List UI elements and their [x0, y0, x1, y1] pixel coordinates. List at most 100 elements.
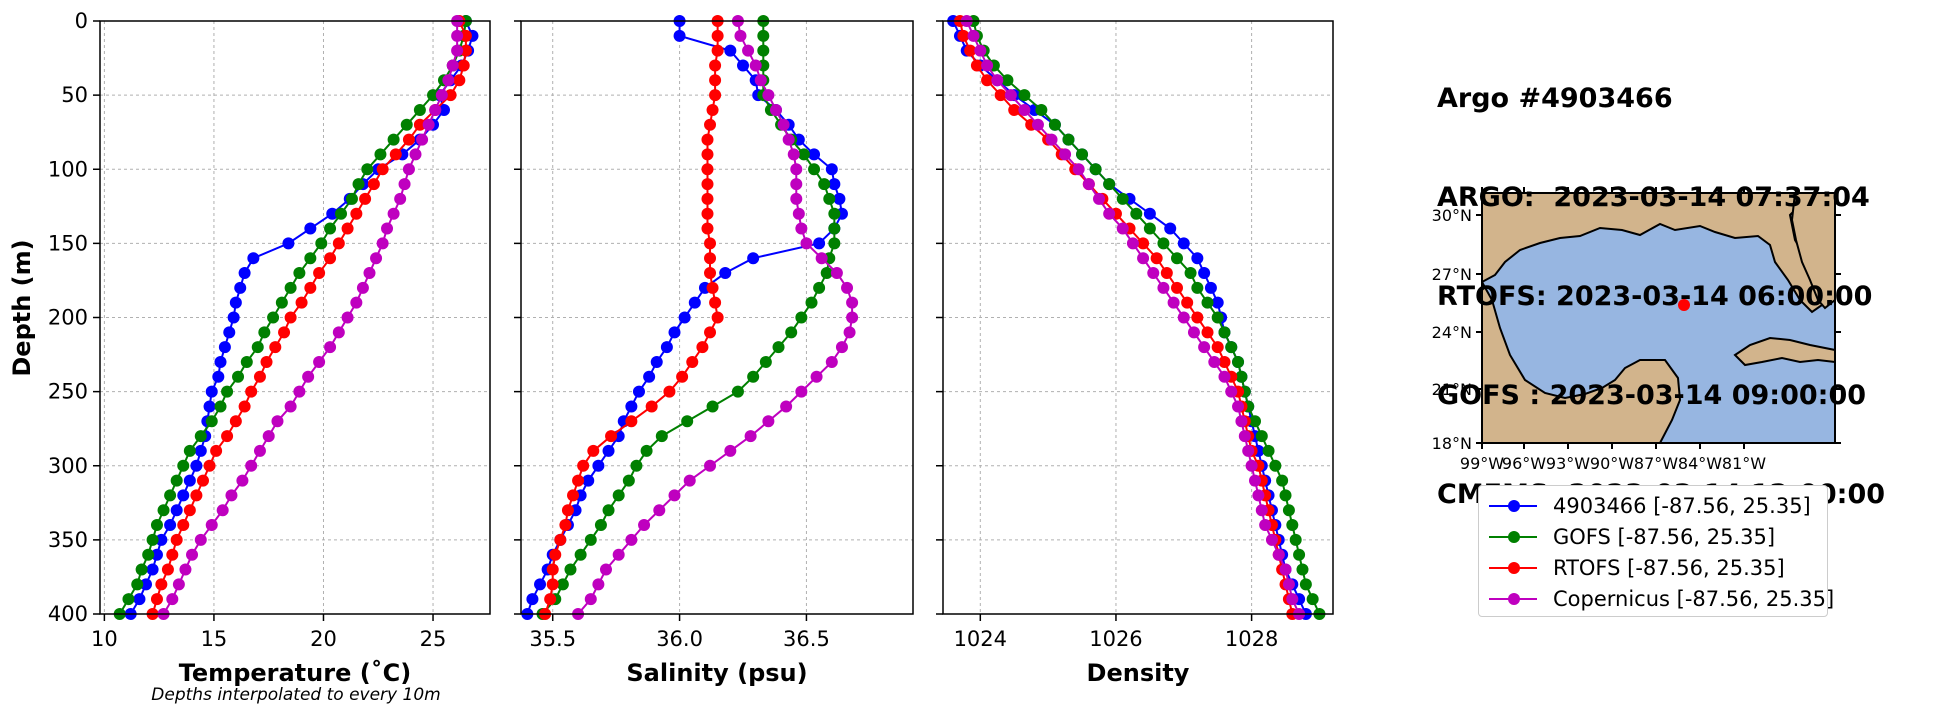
data-point	[640, 444, 653, 457]
data-point	[981, 74, 994, 87]
data-point	[402, 163, 415, 176]
data-point	[260, 355, 273, 368]
legend-swatch	[1485, 496, 1541, 516]
data-point	[967, 29, 980, 42]
data-point	[549, 548, 562, 561]
data-point	[645, 400, 658, 413]
profile-info-block: Argo #4903466 ARGO: 2023-03-14 07:37:04 …	[1437, 16, 1885, 544]
legend-label: GOFS [-87.56, 25.35]	[1553, 525, 1776, 549]
data-point	[203, 459, 216, 472]
data-point	[1171, 281, 1183, 294]
data-point	[706, 103, 719, 116]
data-point	[706, 281, 719, 294]
data-point	[678, 311, 691, 324]
y-tick-label: 150	[48, 231, 88, 255]
data-point	[564, 563, 577, 576]
data-point	[293, 267, 306, 280]
data-point	[229, 415, 242, 428]
data-point	[1171, 252, 1183, 265]
data-point	[429, 103, 442, 116]
data-point	[701, 133, 714, 146]
chart-panel-3: 1024 1026 1028 Density	[936, 15, 1334, 687]
data-point	[258, 326, 271, 339]
data-point	[345, 192, 358, 205]
data-point	[196, 474, 209, 487]
data-point	[706, 400, 719, 413]
data-point	[376, 163, 389, 176]
data-point	[709, 89, 722, 102]
data-point	[757, 29, 770, 42]
data-point	[991, 74, 1004, 87]
data-point	[762, 415, 775, 428]
y-tick-label: 300	[48, 454, 88, 478]
data-point	[605, 430, 618, 443]
data-point	[974, 44, 987, 57]
data-point	[526, 593, 539, 606]
data-point	[592, 578, 605, 591]
data-point	[315, 237, 328, 250]
data-point	[293, 385, 306, 398]
data-point	[284, 281, 297, 294]
data-point	[673, 29, 686, 42]
data-point	[1286, 593, 1299, 606]
data-point	[150, 519, 163, 532]
data-point	[1198, 341, 1211, 354]
rtofs-time-line: RTOFS: 2023-03-14 06:00:00	[1437, 281, 1873, 312]
data-point	[546, 578, 559, 591]
data-point	[584, 593, 597, 606]
legend-item: GOFS [-87.56, 25.35]	[1485, 523, 1775, 551]
data-point	[170, 474, 183, 487]
data-point	[1198, 267, 1211, 280]
data-point	[1218, 326, 1231, 339]
data-point	[326, 207, 339, 220]
data-point	[172, 578, 185, 591]
chart-panel-2: 35.5 36.0 36.5 Salinity (psu)	[514, 15, 914, 687]
data-point	[709, 74, 722, 87]
data-point	[1177, 311, 1190, 324]
data-point	[780, 400, 793, 413]
data-point	[324, 222, 337, 235]
data-point	[350, 207, 363, 220]
data-point	[805, 296, 818, 309]
data-point	[1045, 133, 1058, 146]
data-point	[1272, 548, 1285, 561]
data-point	[245, 385, 258, 398]
data-point	[179, 563, 192, 576]
data-point	[1184, 267, 1197, 280]
data-point	[1137, 237, 1150, 250]
data-point	[1279, 489, 1292, 502]
data-point	[582, 474, 595, 487]
data-point	[271, 415, 284, 428]
data-point	[1147, 267, 1160, 280]
data-point	[818, 178, 831, 191]
data-point	[186, 548, 199, 561]
data-point	[164, 489, 177, 502]
data-point	[1018, 103, 1031, 116]
data-point	[451, 44, 464, 57]
data-point	[734, 29, 747, 42]
data-point	[800, 237, 813, 250]
data-point	[704, 459, 717, 472]
data-point	[584, 533, 597, 546]
interp-note: Depths interpolated to every 10m	[151, 685, 440, 705]
data-point	[1286, 519, 1299, 532]
data-point	[1191, 311, 1204, 324]
data-point	[1157, 237, 1170, 250]
data-point	[1031, 118, 1044, 131]
data-point	[278, 326, 291, 339]
data-point	[759, 355, 772, 368]
data-point	[451, 29, 464, 42]
data-point	[422, 118, 435, 131]
data-point	[724, 44, 737, 57]
data-point	[1293, 548, 1306, 561]
data-point	[810, 370, 823, 383]
series-rtofs	[539, 15, 724, 620]
data-point	[622, 474, 635, 487]
data-point	[1150, 252, 1163, 265]
data-point	[1089, 163, 1102, 176]
data-point	[205, 415, 218, 428]
legend-swatch	[1485, 589, 1541, 609]
data-point	[1072, 163, 1085, 176]
data-point	[587, 444, 600, 457]
data-point	[1211, 311, 1224, 324]
